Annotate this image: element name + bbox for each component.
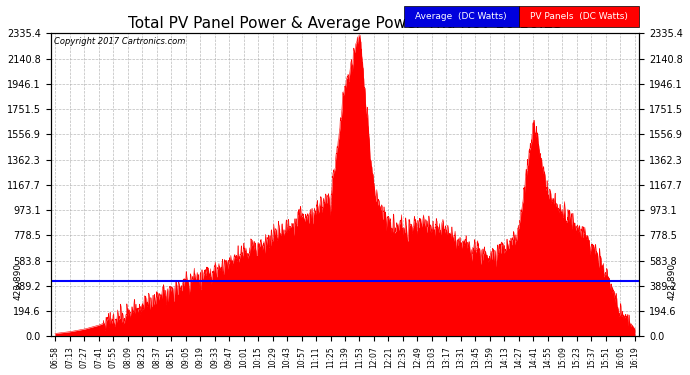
Text: PV Panels  (DC Watts): PV Panels (DC Watts)	[530, 12, 628, 21]
Bar	[519, 6, 640, 27]
Bar	[404, 6, 519, 27]
Text: Average  (DC Watts): Average (DC Watts)	[415, 12, 507, 21]
Text: 423.890: 423.890	[14, 263, 23, 300]
Title: Total PV Panel Power & Average Power Thu Nov 16 16:25: Total PV Panel Power & Average Power Thu…	[128, 16, 562, 32]
Text: Copyright 2017 Cartronics.com: Copyright 2017 Cartronics.com	[54, 37, 185, 46]
Text: 423.890: 423.890	[667, 263, 676, 300]
